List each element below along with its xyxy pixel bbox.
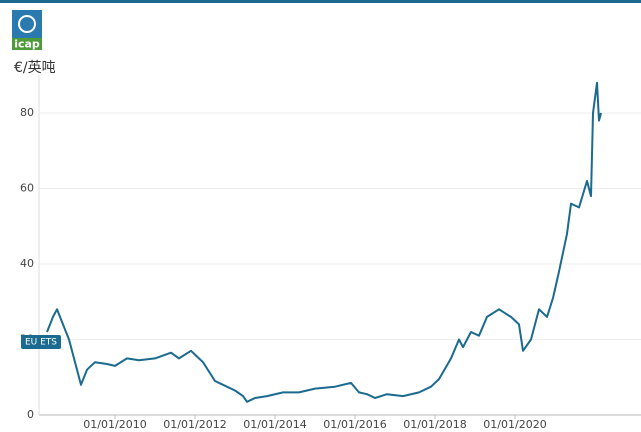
top-border	[0, 0, 641, 3]
y-tick-label: 60	[20, 182, 34, 195]
x-tick-label: 01/01/2014	[243, 418, 306, 431]
x-tick-label: 01/01/2020	[483, 418, 546, 431]
x-tick-label: 01/01/2010	[83, 418, 146, 431]
series-line	[46, 81, 602, 403]
y-axis-label: €/英吨	[14, 59, 56, 76]
x-tick-label: 01/01/2016	[323, 418, 386, 431]
x-tick-label: 01/01/2012	[163, 418, 226, 431]
y-tick-label: 80	[20, 106, 34, 119]
logo-text: icap	[14, 38, 40, 51]
logo: icap	[12, 10, 42, 51]
x-tick-label: 01/01/2018	[403, 418, 466, 431]
y-tick-label: 40	[20, 257, 34, 270]
y-tick-label: 0	[27, 408, 34, 421]
series-tag: EU ETS	[25, 337, 57, 347]
series-tag-box	[21, 334, 61, 349]
